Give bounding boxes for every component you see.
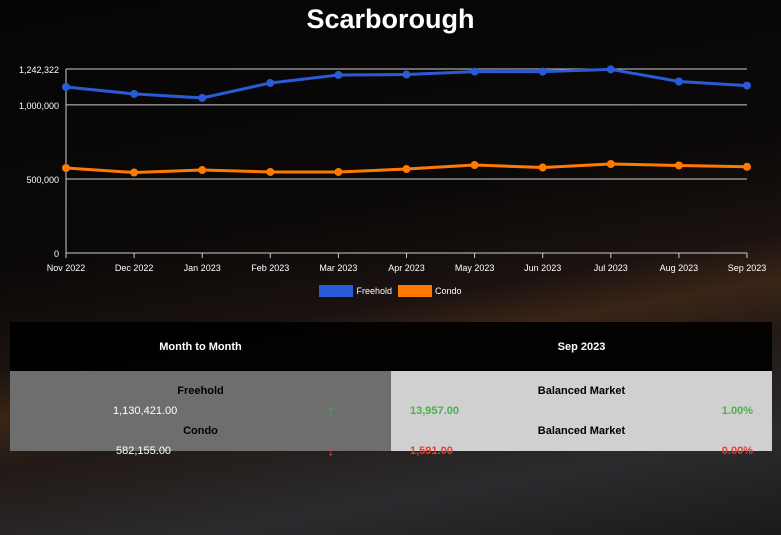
legend-item-condo[interactable]: Condo: [398, 285, 462, 297]
market-status: Balanced Market: [391, 411, 772, 451]
data-point-condo: [266, 167, 275, 176]
summary-table: Month to Month Sep 2023 Freehold Balance…: [10, 322, 772, 460]
data-point-freehold: [62, 82, 70, 91]
condo-header-row: Condo Balanced Market: [10, 411, 772, 451]
data-point-condo: [538, 163, 547, 172]
y-tick-label: 1,242,322: [19, 65, 59, 75]
x-tick-label: Jun 2023: [524, 263, 561, 273]
data-point-condo: [62, 163, 70, 172]
x-tick-label: Jul 2023: [594, 263, 628, 273]
x-tick-label: Nov 2022: [47, 263, 86, 273]
change-value: 13,957.00: [410, 405, 459, 417]
data-point-freehold: [470, 67, 479, 76]
x-tick-label: Sep 2023: [728, 263, 767, 273]
data-point-condo: [606, 159, 615, 168]
data-point-freehold: [266, 78, 275, 87]
price-value: 1,130,421.00: [113, 405, 178, 417]
percent-value: 1.00%: [721, 405, 753, 417]
table-header: Month to Month Sep 2023: [10, 322, 772, 371]
freehold-header-row: Freehold Balanced Market: [10, 371, 772, 411]
data-point-freehold: [130, 89, 139, 98]
market-status: Balanced Market: [391, 371, 772, 411]
data-point-condo: [130, 168, 139, 177]
x-tick-label: Apr 2023: [388, 263, 425, 273]
y-tick-label: 500,000: [26, 175, 59, 185]
legend-item-freehold[interactable]: Freehold: [319, 285, 392, 297]
legend-label: Condo: [435, 286, 462, 296]
x-tick-label: Aug 2023: [660, 263, 699, 273]
type-label: Freehold: [10, 371, 391, 411]
data-point-condo: [334, 167, 343, 176]
line-chart: 0 500,000 1,000,000 1,242,322 Nov 2022 Dec 20…: [19, 65, 767, 273]
data-point-condo: [674, 161, 683, 170]
page-title: Scarborough: [306, 4, 475, 34]
x-tick-label: Dec 2022: [115, 263, 154, 273]
y-tick-label: 1,000,000: [19, 101, 59, 111]
x-tick-label: Jan 2023: [184, 263, 221, 273]
data-point-freehold: [606, 65, 615, 74]
change-value: 1,591.00: [410, 445, 453, 457]
y-tick-label: 0: [54, 249, 59, 259]
type-label: Condo: [10, 411, 391, 451]
data-point-freehold: [674, 77, 683, 86]
x-tick-label: May 2023: [455, 263, 495, 273]
data-point-freehold: [743, 81, 751, 90]
data-point-freehold: [198, 93, 207, 102]
x-tick-label: Mar 2023: [319, 263, 357, 273]
header-month: Sep 2023: [557, 340, 606, 353]
legend-swatch: [398, 285, 432, 297]
arrow-down-icon: ↓: [327, 442, 335, 460]
x-tick-label: Feb 2023: [251, 263, 289, 273]
arrow-up-icon: ↑: [327, 402, 335, 420]
data-point-freehold: [334, 70, 343, 79]
data-point-condo: [402, 165, 411, 174]
data-point-freehold: [402, 70, 411, 79]
data-point-freehold: [538, 67, 547, 76]
header-period: Month to Month: [159, 340, 242, 353]
legend-label: Freehold: [356, 286, 392, 296]
data-point-condo: [743, 162, 751, 171]
percent-value: 0.00%: [721, 445, 753, 457]
data-point-condo: [470, 161, 479, 170]
data-point-condo: [198, 166, 207, 175]
price-value: 582,155.00: [116, 445, 172, 457]
legend-swatch: [319, 285, 354, 297]
legend: Freehold Condo: [0, 285, 781, 297]
